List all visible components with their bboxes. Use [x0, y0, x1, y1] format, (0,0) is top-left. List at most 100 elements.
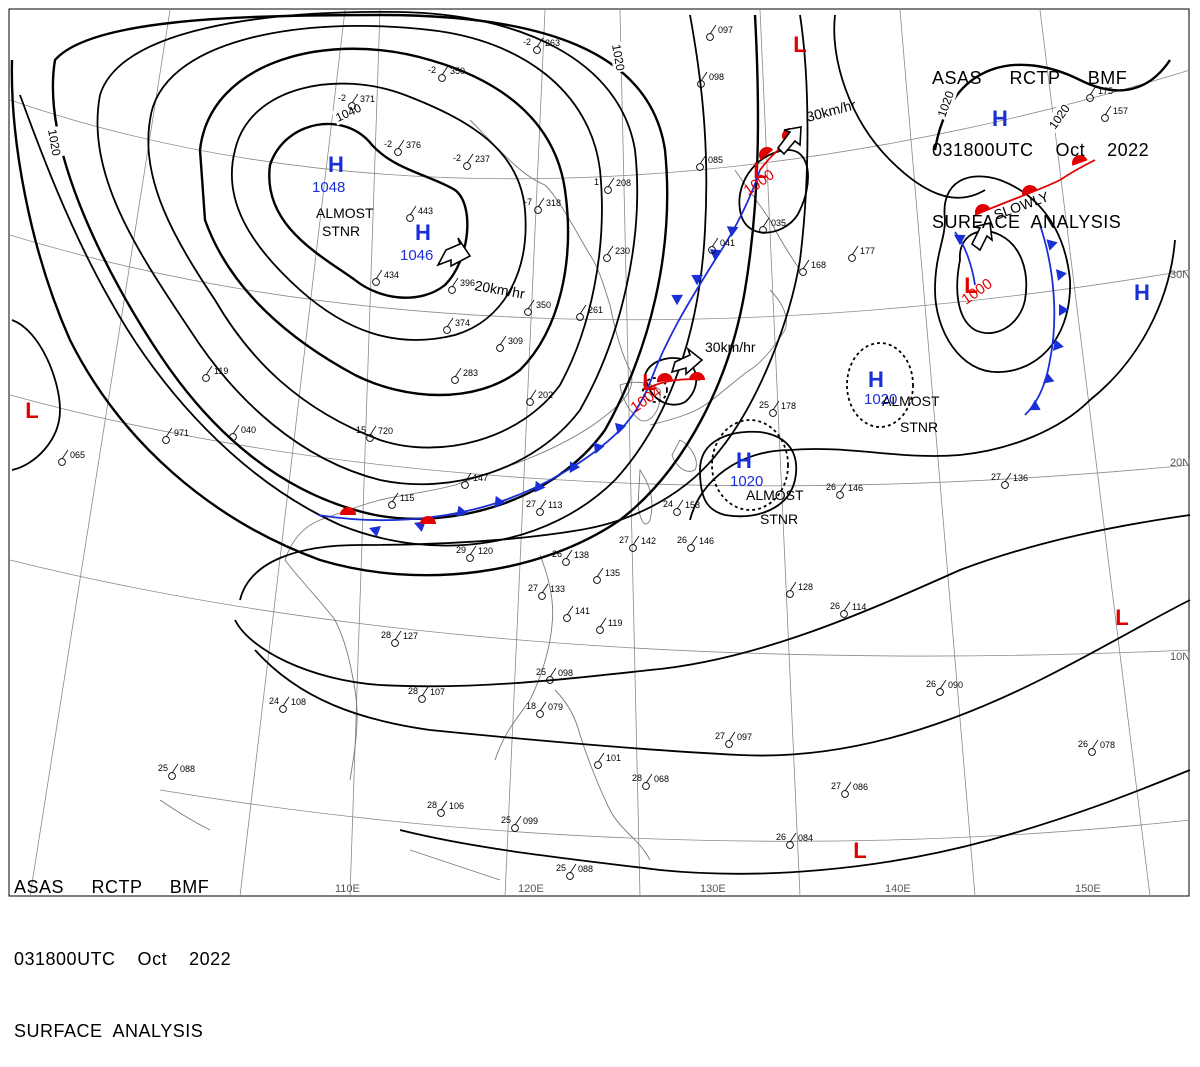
- station-plot: 097 27: [715, 731, 752, 748]
- station-pressure: 138: [574, 550, 589, 560]
- station-plot: 309: [496, 335, 523, 352]
- motion-note: STNR: [900, 419, 938, 435]
- station-plot: 065: [58, 449, 85, 466]
- wind-barb: [165, 427, 173, 438]
- high-pressure-marker: H: [736, 448, 752, 473]
- station-temperature: 25: [501, 815, 511, 825]
- station-pressure: 113: [548, 500, 562, 510]
- station-pressure: 128: [798, 582, 813, 592]
- longitude-label: 120E: [518, 883, 544, 895]
- isobar-1016-south-japan: [699, 430, 798, 518]
- station-temperature: 27: [715, 731, 725, 741]
- station-temperature: -2: [523, 37, 531, 47]
- low-pressure-marker: L: [753, 158, 766, 183]
- wind-barb: [676, 499, 684, 510]
- longitude-label: 140E: [885, 883, 911, 895]
- station-plot: 141: [563, 605, 590, 622]
- wind-barb: [421, 686, 429, 697]
- wind-barb: [171, 763, 179, 774]
- wind-barb: [802, 259, 810, 270]
- station-plot: 084 26: [776, 832, 813, 849]
- station-plot: 088 25: [556, 863, 593, 880]
- station-pressure: 157: [1113, 106, 1128, 116]
- wind-barb: [606, 245, 614, 256]
- station-pressure: 237: [475, 154, 490, 164]
- station-pressure: 153: [685, 500, 700, 510]
- coast-korea: [619, 381, 661, 422]
- station-pressure: 374: [455, 318, 470, 328]
- station-plot: 128: [786, 581, 813, 598]
- cold-front-barb: [954, 234, 966, 246]
- station-plot: 157: [1101, 105, 1128, 122]
- station-temperature: 15: [356, 425, 366, 435]
- front-line: [317, 387, 649, 522]
- wind-barb: [939, 679, 947, 690]
- wind-barb: [772, 400, 780, 411]
- station-plot: 136 27: [991, 472, 1028, 489]
- header-top-right: ASAS RCTP BMF 031800UTC Oct 2022 SURFACE…: [932, 18, 1149, 258]
- cold-front-barb: [494, 495, 506, 508]
- wind-barb: [728, 731, 736, 742]
- station-plot: 098 25: [536, 667, 573, 684]
- station-pressure: 202: [538, 390, 553, 400]
- station-pressure: 168: [811, 260, 826, 270]
- station-plot: 101: [594, 752, 621, 769]
- warm-front-barb: [1022, 185, 1038, 196]
- header-bottom-left: ASAS RCTP BMF 031800UTC Oct 2022 SURFACE…: [14, 827, 231, 1067]
- front-line: [974, 159, 1096, 216]
- pressure-value: 1048: [312, 179, 345, 196]
- wind-barb: [539, 499, 547, 510]
- station-pressure: 119: [608, 618, 622, 628]
- wind-barb: [351, 93, 359, 104]
- station-temperature: 27: [528, 583, 538, 593]
- station-plot: 114 26: [830, 601, 866, 618]
- isobar-south-japan: [689, 239, 1176, 521]
- station-plot: 138 26: [552, 549, 589, 566]
- station-plot: 168: [799, 259, 826, 276]
- station-pressure: 084: [798, 833, 813, 843]
- station-plot: 119: [596, 617, 622, 634]
- station-pressure: 136: [1013, 473, 1028, 483]
- isobar-low-outer: [934, 175, 1071, 373]
- warm-front-barb: [689, 372, 705, 380]
- coast-philippines: [554, 689, 651, 861]
- meridian-line: [759, 9, 801, 897]
- low-pressure-marker: L: [793, 32, 806, 57]
- cold-front-barb: [456, 505, 468, 518]
- station-pressure: 090: [948, 680, 963, 690]
- motion-note: ALMOST: [882, 393, 940, 409]
- isobar-1008-south: [234, 514, 1191, 688]
- wind-barb: [441, 65, 449, 76]
- isobar-1048: [268, 122, 469, 299]
- cold-front-barb: [1029, 399, 1041, 411]
- station-temperature: 27: [991, 472, 1001, 482]
- station-plot: 720 15: [356, 425, 393, 442]
- station-plot: 376 -2: [384, 139, 421, 156]
- station-temperature: 26: [552, 549, 562, 559]
- isobar-1020-ne: [933, 59, 1171, 151]
- meridian-line: [899, 9, 976, 897]
- wind-barb: [394, 630, 402, 641]
- station-plot: 115: [388, 492, 414, 509]
- station-pressure: 088: [180, 764, 195, 774]
- station-pressure: 079: [548, 702, 563, 712]
- station-temperature: 27: [831, 781, 841, 791]
- isobar-1040: [198, 47, 570, 397]
- isobar-1024: [19, 14, 708, 547]
- station-plot: 443: [406, 205, 433, 222]
- station-pressure: 147: [473, 473, 488, 483]
- longitude-label: 110E: [335, 883, 360, 895]
- meridian-line: [29, 9, 171, 897]
- isobar-1004-south: [254, 599, 1191, 757]
- station-pressure: 350: [536, 300, 551, 310]
- station-pressure: 371: [360, 94, 375, 104]
- isobar-1012: [239, 14, 809, 601]
- coastlines: [159, 119, 801, 881]
- meridian-line: [504, 9, 546, 897]
- meridian-line: [1039, 9, 1151, 897]
- cold-front-barb: [1042, 372, 1055, 384]
- wind-barb: [709, 24, 717, 35]
- station-plot: 261: [576, 304, 603, 321]
- station-plot: 090 26: [926, 679, 963, 696]
- surface-analysis-map: 110E 120E 130E 140E 150E 30N 20N 10N H 1048 ALMOST…: [8, 8, 1191, 897]
